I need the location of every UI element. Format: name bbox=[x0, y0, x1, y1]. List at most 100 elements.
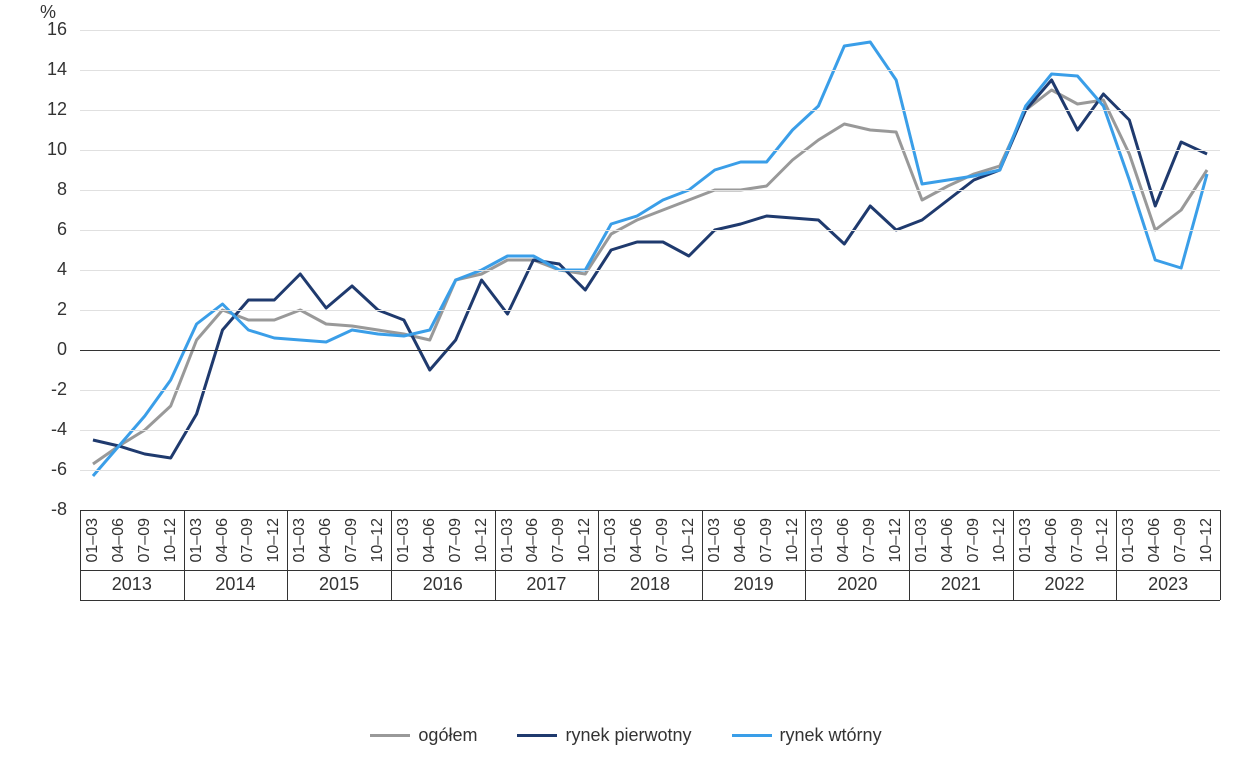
x-year-label: 2016 bbox=[413, 574, 473, 595]
x-year-label: 2021 bbox=[931, 574, 991, 595]
gridline bbox=[80, 390, 1220, 391]
series-line-ogółem bbox=[93, 90, 1207, 464]
gridline bbox=[80, 310, 1220, 311]
y-tick-label: 12 bbox=[12, 99, 67, 120]
x-year-label: 2018 bbox=[620, 574, 680, 595]
chart-plot-area: 01–0304–0607–0910–12201301–0304–0607–091… bbox=[80, 20, 1220, 600]
legend-item-rynek-pierwotny: rynek pierwotny bbox=[517, 725, 691, 746]
x-year-label: 2014 bbox=[205, 574, 265, 595]
gridline bbox=[80, 470, 1220, 471]
gridline bbox=[80, 30, 1220, 31]
x-axis-mid-separator bbox=[80, 570, 1220, 571]
x-year-label: 2019 bbox=[724, 574, 784, 595]
x-year-label: 2022 bbox=[1035, 574, 1095, 595]
y-tick-label: -6 bbox=[12, 459, 67, 480]
x-quarter-label: 10–12 bbox=[1094, 518, 1112, 563]
x-quarter-label: 01–03 bbox=[1120, 518, 1138, 563]
x-quarter-label: 04–06 bbox=[939, 518, 957, 563]
y-tick-label: 6 bbox=[12, 219, 67, 240]
x-quarter-label: 04–06 bbox=[524, 518, 542, 563]
year-separator bbox=[598, 510, 599, 600]
gridline bbox=[80, 190, 1220, 191]
x-quarter-label: 01–03 bbox=[395, 518, 413, 563]
year-separator bbox=[495, 510, 496, 600]
y-tick-label: 0 bbox=[12, 339, 67, 360]
x-quarter-label: 07–09 bbox=[654, 518, 672, 563]
zero-line bbox=[80, 350, 1220, 351]
x-quarter-label: 07–09 bbox=[447, 518, 465, 563]
year-separator bbox=[287, 510, 288, 600]
legend-label: rynek wtórny bbox=[780, 725, 882, 746]
y-tick-label: 16 bbox=[12, 19, 67, 40]
x-axis-line bbox=[80, 510, 1220, 511]
legend-label: ogółem bbox=[418, 725, 477, 746]
x-quarter-label: 10–12 bbox=[1198, 518, 1216, 563]
gridline bbox=[80, 70, 1220, 71]
x-quarter-label: 10–12 bbox=[265, 518, 283, 563]
x-quarter-label: 10–12 bbox=[162, 518, 180, 563]
legend: ogółem rynek pierwotny rynek wtórny bbox=[0, 725, 1252, 746]
y-tick-label: 4 bbox=[12, 259, 67, 280]
x-quarter-label: 07–09 bbox=[1172, 518, 1190, 563]
x-quarter-label: 04–06 bbox=[1146, 518, 1164, 563]
x-year-label: 2017 bbox=[516, 574, 576, 595]
y-tick-label: 14 bbox=[12, 59, 67, 80]
x-quarter-label: 10–12 bbox=[576, 518, 594, 563]
year-separator bbox=[702, 510, 703, 600]
x-quarter-label: 04–06 bbox=[421, 518, 439, 563]
gridline bbox=[80, 110, 1220, 111]
year-separator bbox=[391, 510, 392, 600]
series-line-rynek-wtórny bbox=[93, 42, 1207, 476]
x-quarter-label: 04–06 bbox=[110, 518, 128, 563]
x-quarter-label: 01–03 bbox=[84, 518, 102, 563]
legend-swatch bbox=[732, 734, 772, 737]
legend-label: rynek pierwotny bbox=[565, 725, 691, 746]
y-tick-label: -2 bbox=[12, 379, 67, 400]
x-quarter-label: 01–03 bbox=[809, 518, 827, 563]
gridline bbox=[80, 150, 1220, 151]
x-quarter-label: 07–09 bbox=[550, 518, 568, 563]
x-quarter-label: 04–06 bbox=[835, 518, 853, 563]
year-separator bbox=[80, 510, 81, 600]
x-quarter-label: 04–06 bbox=[732, 518, 750, 563]
x-quarter-label: 01–03 bbox=[188, 518, 206, 563]
x-quarter-label: 01–03 bbox=[706, 518, 724, 563]
gridline bbox=[80, 270, 1220, 271]
x-quarter-label: 10–12 bbox=[680, 518, 698, 563]
x-quarter-label: 10–12 bbox=[784, 518, 802, 563]
series-line-rynek-pierwotny bbox=[93, 80, 1207, 458]
y-tick-label: 2 bbox=[12, 299, 67, 320]
x-quarter-label: 01–03 bbox=[499, 518, 517, 563]
y-tick-label: 10 bbox=[12, 139, 67, 160]
year-separator bbox=[1116, 510, 1117, 600]
x-quarter-label: 04–06 bbox=[317, 518, 335, 563]
legend-item-rynek-wtórny: rynek wtórny bbox=[732, 725, 882, 746]
x-year-label: 2023 bbox=[1138, 574, 1198, 595]
x-quarter-label: 10–12 bbox=[887, 518, 905, 563]
legend-swatch bbox=[517, 734, 557, 737]
gridline bbox=[80, 430, 1220, 431]
gridline bbox=[80, 230, 1220, 231]
legend-item-ogółem: ogółem bbox=[370, 725, 477, 746]
x-quarter-label: 07–09 bbox=[136, 518, 154, 563]
x-quarter-label: 04–06 bbox=[214, 518, 232, 563]
x-quarter-label: 01–03 bbox=[291, 518, 309, 563]
y-tick-label: 8 bbox=[12, 179, 67, 200]
x-quarter-label: 07–09 bbox=[965, 518, 983, 563]
y-tick-label: -4 bbox=[12, 419, 67, 440]
year-separator bbox=[909, 510, 910, 600]
x-quarter-label: 01–03 bbox=[913, 518, 931, 563]
x-quarter-label: 10–12 bbox=[369, 518, 387, 563]
x-quarter-label: 07–09 bbox=[1069, 518, 1087, 563]
x-quarter-label: 01–03 bbox=[602, 518, 620, 563]
x-quarter-label: 04–06 bbox=[628, 518, 646, 563]
year-separator bbox=[1220, 510, 1221, 600]
year-separator bbox=[805, 510, 806, 600]
x-quarter-label: 04–06 bbox=[1043, 518, 1061, 563]
x-axis-bottom-separator bbox=[80, 600, 1220, 601]
year-separator bbox=[1013, 510, 1014, 600]
x-year-label: 2013 bbox=[102, 574, 162, 595]
x-quarter-label: 07–09 bbox=[861, 518, 879, 563]
x-quarter-label: 01–03 bbox=[1017, 518, 1035, 563]
x-quarter-label: 10–12 bbox=[473, 518, 491, 563]
